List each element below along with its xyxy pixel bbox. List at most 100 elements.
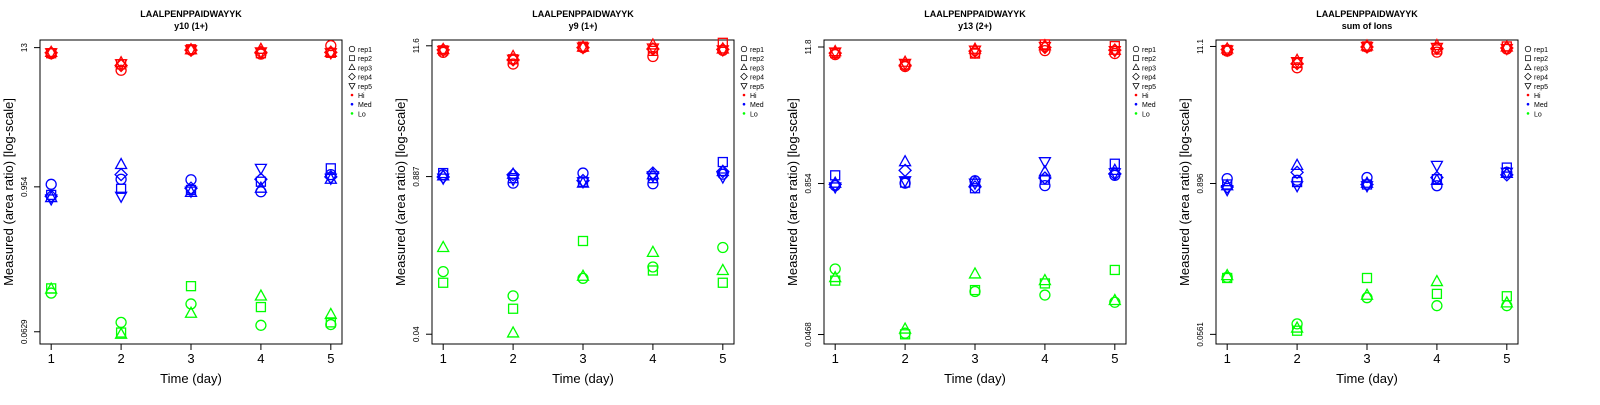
data-point-med-rep1 [1291,174,1303,186]
data-point-lo-rep3 [1108,293,1122,306]
data-point-hi-rep5 [1360,41,1374,54]
legend-marker-rep3 [348,63,356,70]
legend-item-rep1: rep1 [348,45,372,54]
data-point-hi-rep5 [898,58,912,71]
data-point-lo-rep3 [1220,268,1234,281]
legend-item-lo: Lo [1526,111,1542,118]
legend-marker-rep5 [348,83,356,90]
data-point-med-rep5 [828,182,842,195]
legend-marker-rep5 [1524,83,1532,90]
data-point-med-rep3 [506,166,520,179]
legend-item-rep3: rep3 [1132,63,1156,72]
legend-item-rep4: rep4 [348,72,372,82]
data-point-lo-rep1 [1361,292,1373,304]
data-point-lo-rep3 [506,325,520,338]
data-point-med-rep4 [184,181,198,196]
data-point-med-rep5 [324,173,338,186]
data-point-hi-rep5 [1038,41,1052,54]
data-point-med-rep2 [830,170,841,181]
data-point-med-rep4 [968,180,982,194]
x-tick-label: 4 [1041,351,1048,366]
data-point-med-rep4 [715,164,730,179]
legend-label: rep2 [1142,56,1156,63]
x-tick-label: 5 [719,351,726,366]
legend-label: rep3 [358,65,372,72]
data-point-hi-rep5 [114,59,128,72]
data-point-med-rep3 [44,190,58,203]
data-point-hi-rep5 [506,54,520,67]
y-tick-label: 0.854 [804,173,813,194]
chart-title: LAALPENPPAIDWAYYK [140,9,242,19]
data-point-med-rep3 [1038,164,1052,177]
legend-label: Lo [1142,111,1150,118]
data-point-med-rep4 [44,189,59,204]
data-point-lo-rep1 [1291,318,1303,330]
data-point-lo-rep3 [828,270,842,283]
data-point-hi-rep5 [1500,43,1514,56]
y-tick-label: 13 [20,43,29,52]
data-point-hi-rep1 [1039,44,1051,57]
legend-label: rep2 [750,56,764,63]
data-point-med-rep4 [506,167,521,182]
legend-label: rep5 [1142,84,1156,91]
data-point-med-rep3 [436,168,450,181]
data-point-med-rep3 [828,175,842,188]
legend-label: Lo [750,111,758,118]
data-point-hi-rep2 [717,37,728,48]
legend-label: rep5 [358,84,372,91]
legend-label: Med [358,102,372,109]
data-point-lo-rep2 [577,235,589,247]
y-tick-label: 0.0629 [20,319,29,344]
legend-label: Lo [1534,111,1542,118]
legend-label: Med [750,102,764,109]
x-tick-label: 4 [1433,351,1440,366]
plot-frame [431,39,735,345]
legend-item-rep2: rep2 [1133,55,1156,63]
data-point-lo-rep2 [1431,288,1443,300]
data-point-lo-rep2 [899,329,911,340]
legend-marker-rep3 [740,63,748,70]
data-point-hi-rep3 [44,44,58,57]
data-point-hi-rep5 [968,45,982,58]
data-point-hi-rep5 [576,42,590,55]
legend-marker-rep1 [1524,45,1532,53]
data-point-lo-rep1 [115,316,127,329]
data-point-med-rep5 [254,163,268,176]
data-point-med-rep5 [898,176,912,189]
x-tick-label: 4 [257,351,264,366]
legend-item-hi: Hi [350,93,365,100]
data-point-med-rep4 [1037,171,1052,185]
data-point-lo-rep1 [1431,300,1443,312]
chart-panel-2: LAALPENPPAIDWAYYK y9 (1+) 1 2 3 4 5 0.04 0.887 11… [393,9,764,386]
data-point-hi-rep5 [716,45,730,58]
legend-item-rep1: rep1 [1524,45,1548,54]
data-point-lo-rep3 [1038,273,1052,286]
data-point-lo-rep3 [1430,274,1444,287]
legend-item-rep5: rep5 [740,83,764,91]
x-axis-label: Time (day) [1336,371,1398,386]
plot-frame [823,39,1127,345]
data-point-hi-rep3 [436,42,450,55]
data-point-hi-rep5 [254,47,268,60]
legend-dot-med [350,102,354,106]
data-point-lo-rep3 [184,305,198,318]
data-point-hi-rep3 [1220,41,1234,54]
data-point-med-rep5 [968,178,982,191]
chart-subtitle: sum of Ions [1342,21,1393,31]
y-tick-label: 0.04 [412,326,421,342]
data-point-lo-rep2 [1109,264,1120,276]
legend-label: Med [1534,102,1548,109]
legend-item-lo: Lo [1134,111,1150,118]
x-tick-label: 3 [971,351,978,366]
data-point-hi-rep5 [324,48,338,61]
data-point-hi-rep3 [1360,38,1374,51]
legend-label: rep5 [1534,84,1548,91]
data-point-med-rep5 [1360,181,1374,194]
legend-label: rep3 [750,65,764,72]
data-point-hi-rep5 [646,43,660,56]
legend-dot-lo [1526,112,1530,115]
legend-label: Lo [358,111,366,118]
legend-label: rep4 [1142,75,1156,82]
x-tick-label: 5 [1503,351,1510,366]
legend-marker-rep2 [741,55,747,62]
